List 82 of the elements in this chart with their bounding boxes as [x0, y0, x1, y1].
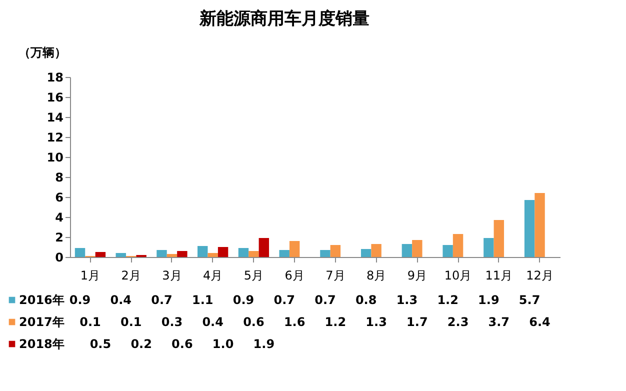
y-tick-label: 12: [46, 130, 64, 144]
data-label: 1.2: [324, 315, 346, 329]
data-label: 0.2: [130, 337, 152, 351]
data-label: 0.6: [172, 337, 193, 351]
bar: [442, 245, 453, 257]
data-label: 1.9: [253, 337, 275, 351]
data-label: 0.6: [243, 315, 264, 329]
data-label: 1.0: [212, 337, 234, 351]
y-tick-label: 18: [46, 70, 64, 84]
bar: [238, 248, 249, 257]
data-label: 5.7: [518, 293, 540, 307]
data-label: 0.4: [202, 315, 224, 329]
x-tick-label: 8月: [366, 268, 386, 282]
bar: [494, 220, 504, 257]
data-label: 1.9: [478, 293, 500, 307]
data-label: 0.7: [274, 293, 295, 307]
bar: [371, 244, 382, 257]
bar: [360, 249, 372, 257]
data-label: 0.7: [314, 293, 336, 307]
data-label: 1.2: [437, 293, 458, 307]
legend-label: 2017年: [19, 315, 64, 329]
x-tick-label: 10月: [444, 268, 472, 282]
x-tick-label: 3月: [162, 268, 182, 282]
data-label: 6.4: [529, 315, 550, 329]
y-tick-label: 8: [55, 170, 64, 184]
bar: [412, 240, 422, 257]
data-label: 0.4: [110, 293, 132, 307]
bar: [95, 252, 106, 257]
bar: [452, 234, 464, 257]
y-tick-label: 2: [55, 230, 64, 244]
x-tick-label: 12月: [526, 268, 554, 282]
y-tick-label: 6: [55, 190, 64, 204]
x-tick-label: 2月: [121, 268, 141, 282]
data-label: 0.9: [69, 293, 91, 307]
bar: [208, 253, 218, 257]
x-tick-label: 5月: [244, 268, 264, 282]
bar: [258, 238, 270, 257]
bar: [534, 193, 545, 257]
bar: [116, 253, 126, 257]
bar: [166, 254, 178, 257]
bar: [279, 250, 290, 257]
data-label: 2.3: [447, 315, 469, 329]
x-tick-label: 4月: [203, 268, 223, 282]
x-tick-label: 11月: [485, 268, 513, 282]
data-label: 0.1: [80, 315, 101, 329]
bar: [524, 200, 535, 257]
x-tick-label: 9月: [407, 268, 427, 282]
bar: [402, 244, 412, 257]
x-tick-label: 6月: [284, 268, 304, 282]
legend-label: 2018年: [19, 337, 64, 351]
data-label: 1.3: [396, 293, 418, 307]
data-label: 1.7: [406, 315, 428, 329]
bar: [218, 247, 228, 257]
bar: [248, 251, 259, 257]
data-label: 1.6: [284, 315, 306, 329]
x-tick-label: 7月: [326, 268, 346, 282]
y-tick-label: 16: [46, 90, 64, 104]
data-label: 0.8: [355, 293, 377, 307]
y-tick-label: 4: [55, 210, 64, 224]
chart-title: 新能源商用车月度销量: [198, 9, 370, 29]
y-axis-title: （万辆）: [18, 46, 66, 60]
bar: [320, 250, 330, 257]
data-label: 0.9: [232, 293, 254, 307]
x-tick-label: 1月: [80, 268, 100, 282]
y-tick-label: 10: [46, 150, 64, 164]
bar: [156, 250, 167, 257]
bar: [74, 248, 86, 257]
data-label: 1.3: [366, 315, 387, 329]
data-label: 1.1: [192, 293, 214, 307]
data-label: 0.1: [120, 315, 142, 329]
bar: [198, 246, 208, 257]
y-tick-label: 0: [55, 250, 64, 264]
data-label: 0.3: [161, 315, 183, 329]
data-label: 3.7: [488, 315, 510, 329]
data-label: 0.7: [151, 293, 172, 307]
bar: [330, 245, 341, 257]
y-tick-label: 14: [46, 110, 64, 124]
bar: [484, 238, 494, 257]
bar: [289, 241, 300, 257]
data-label: 0.5: [90, 337, 112, 351]
legend-label: 2016年: [19, 293, 64, 307]
bar: [177, 251, 188, 257]
